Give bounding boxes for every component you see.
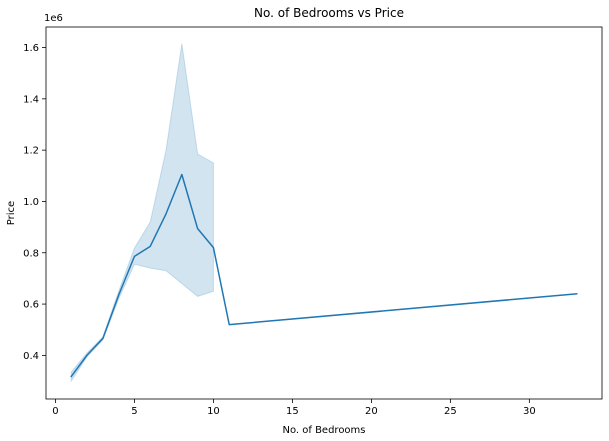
y-tick-label: 1.4 [23, 94, 39, 105]
y-tick-label: 1.6 [23, 43, 39, 54]
series-line-0 [70, 173, 578, 378]
x-tick-label: 0 [52, 406, 58, 417]
chart-title: No. of Bedrooms vs Price [254, 6, 404, 20]
confidence-band [70, 43, 214, 383]
y-tick-label: 0.4 [23, 351, 39, 362]
y-axis-ticks: 0.4 0.6 0.8 1.0 1.2 1.4 1.6 [23, 43, 46, 362]
y-offset-label: 1e6 [44, 13, 63, 24]
x-axis-label: No. of Bedrooms [282, 425, 365, 436]
x-tick-label: 15 [286, 406, 299, 417]
x-tick-label: 25 [444, 406, 457, 417]
y-axis-label: Price [6, 201, 17, 225]
plot-frame [45, 26, 603, 400]
confidence-band-layer [70, 43, 214, 383]
y-tick-label: 0.6 [23, 300, 39, 311]
x-axis-ticks: 0 5 10 15 20 25 30 [52, 399, 536, 417]
series-line-layer [70, 173, 578, 378]
y-tick-label: 0.8 [23, 248, 39, 259]
y-tick-label: 1.2 [23, 146, 39, 157]
x-tick-label: 10 [207, 406, 220, 417]
y-tick-label: 1.0 [23, 197, 39, 208]
x-tick-label: 20 [365, 406, 378, 417]
x-tick-label: 30 [523, 406, 536, 417]
x-tick-label: 5 [131, 406, 137, 417]
